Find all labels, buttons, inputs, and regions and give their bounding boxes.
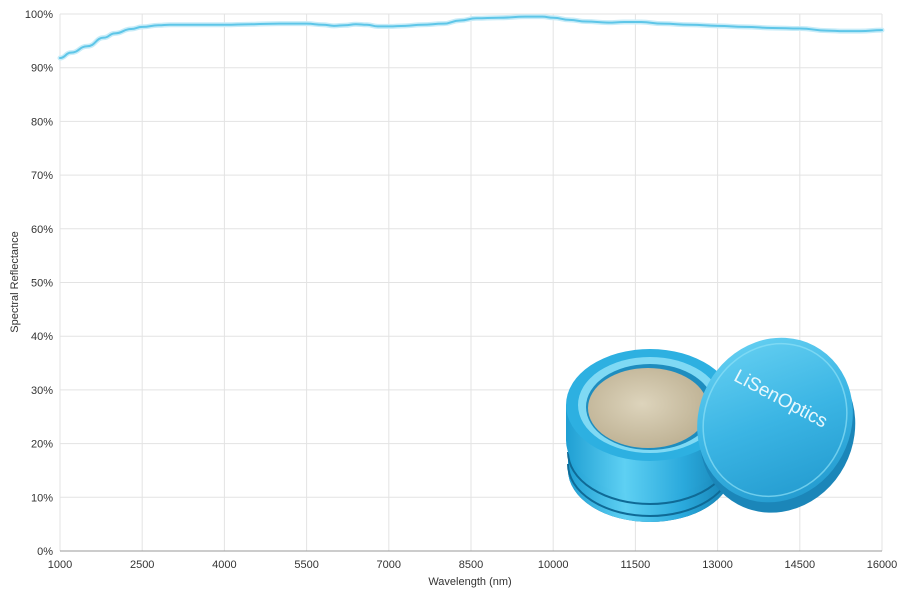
y-axis-label: Spectral Reflectance	[9, 231, 21, 333]
data-point	[366, 23, 368, 26]
data-point	[585, 20, 587, 23]
data-point	[168, 23, 171, 26]
data-point	[442, 22, 445, 25]
data-point	[552, 16, 554, 19]
grid	[59, 13, 883, 552]
data-point	[70, 51, 72, 54]
data-point	[799, 27, 801, 30]
x-tick-label: 1000	[48, 559, 72, 571]
data-point	[568, 19, 571, 21]
data-point	[881, 29, 883, 31]
data-point	[497, 16, 500, 19]
data-point	[196, 23, 198, 26]
data-point	[716, 25, 719, 27]
data-point	[141, 26, 143, 28]
data-point	[475, 17, 478, 20]
x-tick-label: 13000	[702, 559, 733, 571]
data-point	[114, 32, 116, 35]
data-point	[130, 28, 133, 30]
y-tick-label: 40%	[31, 331, 53, 343]
data-point	[59, 57, 61, 59]
data-point	[420, 23, 423, 26]
data-point	[640, 21, 642, 23]
x-tick-label: 8500	[459, 559, 483, 571]
data-point	[607, 21, 609, 24]
y-tick-label: 0%	[37, 546, 53, 558]
data-point	[377, 25, 379, 28]
data-point	[541, 15, 544, 18]
data-point	[305, 22, 308, 25]
data-point	[355, 23, 357, 26]
y-tick-label: 20%	[31, 439, 53, 451]
data-point	[278, 22, 281, 25]
data-point	[859, 30, 861, 32]
data-point	[404, 25, 407, 27]
y-tick-label: 80%	[31, 116, 53, 128]
data-point	[525, 15, 527, 18]
y-tick-label: 100%	[25, 9, 53, 21]
x-tick-label: 10000	[538, 559, 569, 571]
y-tick-label: 10%	[31, 492, 53, 504]
y-tick-label: 60%	[31, 224, 53, 236]
data-point	[251, 23, 253, 26]
data-point	[344, 24, 346, 27]
data-point	[771, 27, 774, 29]
data-point	[662, 22, 664, 25]
x-tick-label: 14500	[785, 559, 816, 571]
data-point	[223, 23, 226, 26]
data-point	[86, 45, 89, 48]
data-point	[388, 25, 390, 28]
series-group	[57, 14, 885, 61]
data-point	[826, 29, 828, 32]
y-axis-ticks: 0% 10% 20% 30% 40% 50% 60% 70% 80% 90% 100%	[25, 9, 53, 558]
x-axis-label: Wavelength (nm)	[428, 576, 511, 588]
sample-surface	[588, 368, 708, 448]
lid	[697, 337, 856, 513]
x-tick-label: 2500	[130, 559, 154, 571]
product-image: LiSenOptics	[566, 337, 856, 522]
y-tick-label: 30%	[31, 385, 53, 397]
x-tick-label: 7000	[377, 559, 401, 571]
x-tick-label: 4000	[212, 559, 236, 571]
data-point	[689, 23, 691, 26]
y-tick-label: 70%	[31, 170, 53, 182]
data-point	[157, 24, 160, 27]
x-tick-label: 5500	[294, 559, 318, 571]
data-point	[322, 23, 324, 26]
y-tick-label: 50%	[31, 278, 53, 290]
x-axis-ticks: 1000 2500 4000 5500 7000 8500 10000 11500 13000 1…	[48, 559, 898, 571]
data-point	[103, 36, 105, 39]
x-tick-label: 11500	[621, 559, 651, 571]
data-point	[333, 25, 335, 27]
y-tick-label: 90%	[31, 63, 53, 75]
x-tick-label: 16000	[867, 559, 898, 571]
data-point	[842, 30, 845, 32]
data-point	[744, 26, 746, 28]
data-point	[623, 21, 626, 23]
data-point	[459, 19, 461, 22]
